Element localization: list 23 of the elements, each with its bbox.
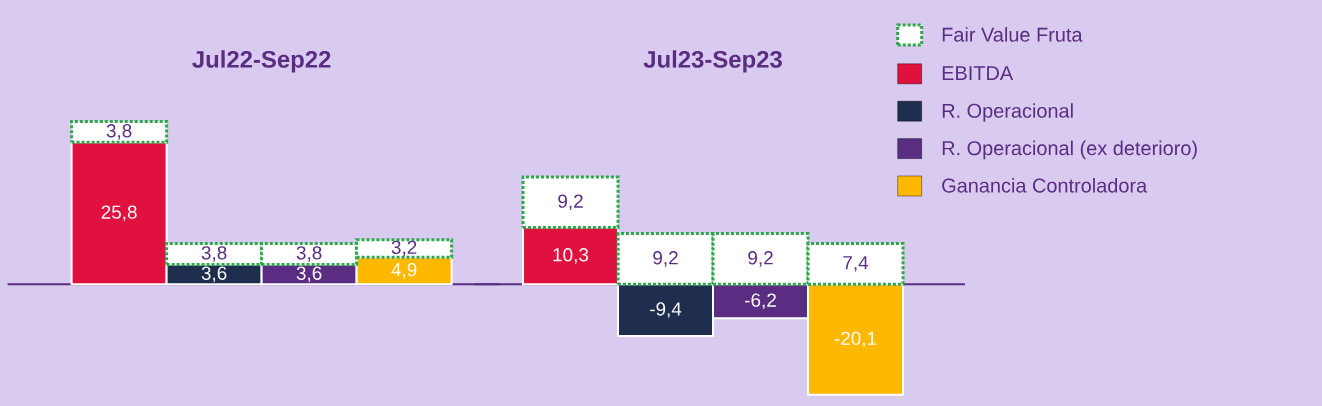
- data-label: 10,3: [553, 248, 589, 264]
- data-label: 9,2: [653, 251, 678, 267]
- legend-label: R. Operacional (ex deterioro): [942, 140, 1197, 160]
- data-label: 9,2: [558, 194, 583, 211]
- data-label: 3,2: [391, 240, 417, 257]
- data-label: 25,8: [101, 205, 137, 222]
- data-label: 3,8: [106, 124, 132, 140]
- data-label: 3,8: [296, 246, 322, 262]
- legend-label: EBITDA: [942, 66, 1014, 80]
- legend-label: R. Operacional: [942, 103, 1073, 122]
- legend-label: Fair Value Fruta: [942, 27, 1083, 42]
- data-label: -6,2: [745, 293, 776, 310]
- data-label: 9,2: [748, 251, 773, 267]
- legend-label: Ganancia Controladora: [942, 178, 1148, 193]
- data-label: 7,4: [843, 256, 869, 272]
- data-label: -9,4: [650, 302, 682, 318]
- chart-title: Jul23-Sep23: [643, 50, 782, 73]
- data-label: 3,8: [201, 246, 227, 262]
- data-label: 4,9: [391, 262, 417, 279]
- data-label: 3,6: [296, 266, 322, 283]
- chart-title: Jul22-Sep22: [192, 50, 331, 73]
- data-label: 3,6: [201, 266, 227, 283]
- data-label: -20,1: [834, 331, 877, 348]
